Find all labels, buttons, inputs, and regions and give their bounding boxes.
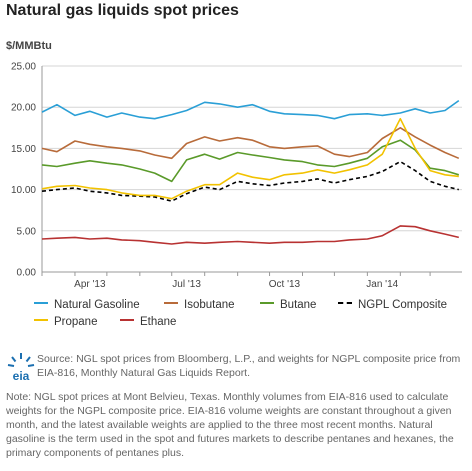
x-tick-label-3: Jan '14 [366,279,398,290]
chart-legend: Natural Gasoline Isobutane Butane NGPL C… [34,299,464,333]
x-tick-label-0: Apr '13 [74,279,106,290]
series-line-ethane [41,225,459,245]
y-tick-label-5: 25.00 [11,62,36,73]
legend-swatch-ethane [120,318,134,321]
y-axis-unit-label: $/MMBtu [6,40,52,52]
legend-label-butane: Butane [280,299,317,311]
eia-logo-text: eia [13,369,30,383]
series-line-natural-gasoline [41,99,460,120]
source-note: Source: NGL spot prices from Bloomberg, … [37,353,461,379]
legend-item-butane: Butane [260,299,316,311]
y-tick-label-3: 15.00 [11,144,36,155]
legend-item-ngpl-composite: NGPL Composite [338,299,447,311]
y-tick-label-1: 5.00 [17,226,37,237]
grid-layer [42,65,462,273]
legend-swatch-isobutane [164,301,178,304]
series-line-isobutane [41,127,460,160]
chart-title: Natural gas liquids spot prices [6,2,239,19]
legend-label-ngpl-composite: NGPL Composite [358,299,448,311]
series-line-ngpl-composite [41,160,459,202]
legend-label-ethane: Ethane [140,316,177,328]
x-tick-label-2: Oct '13 [269,279,301,290]
series-layer [41,99,460,245]
legend-swatch-natural-gasoline [34,301,48,304]
legend-item-natural-gasoline: Natural Gasoline [34,299,140,311]
legend-label-natural-gasoline: Natural Gasoline [54,299,140,311]
y-tick-label-0: 0.00 [17,268,37,279]
series-line-butane [41,139,460,183]
legend-swatch-butane [260,301,274,304]
y-tick-label-4: 20.00 [11,103,36,114]
axis-layer: 0.00 5.00 10.00 15.00 20.00 25.00 Apr '13 Jul '… [11,62,462,290]
legend-label-propane: Propane [54,316,98,328]
legend-row-2: Propane Ethane [34,316,464,333]
footnote: Note: NGL spot prices at Mont Belvieu, T… [6,391,454,459]
series-line-propane [41,117,459,200]
legend-swatch-ngpl-composite [338,301,352,304]
legend-item-isobutane: Isobutane [164,299,235,311]
legend-label-isobutane: Isobutane [184,299,235,311]
legend-swatch-propane [34,318,48,321]
y-tick-label-2: 10.00 [11,185,36,196]
x-tick-label-1: Jul '13 [172,279,201,290]
legend-row-1: Natural Gasoline Isobutane Butane NGPL C… [34,299,464,316]
legend-item-ethane: Ethane [120,316,176,328]
line-chart: 0.00 5.00 10.00 15.00 20.00 25.00 Apr '13 Jul '… [11,62,462,290]
eia-logo: eia [7,353,35,383]
eia-sun-icon [7,353,35,367]
legend-item-propane: Propane [34,316,97,328]
